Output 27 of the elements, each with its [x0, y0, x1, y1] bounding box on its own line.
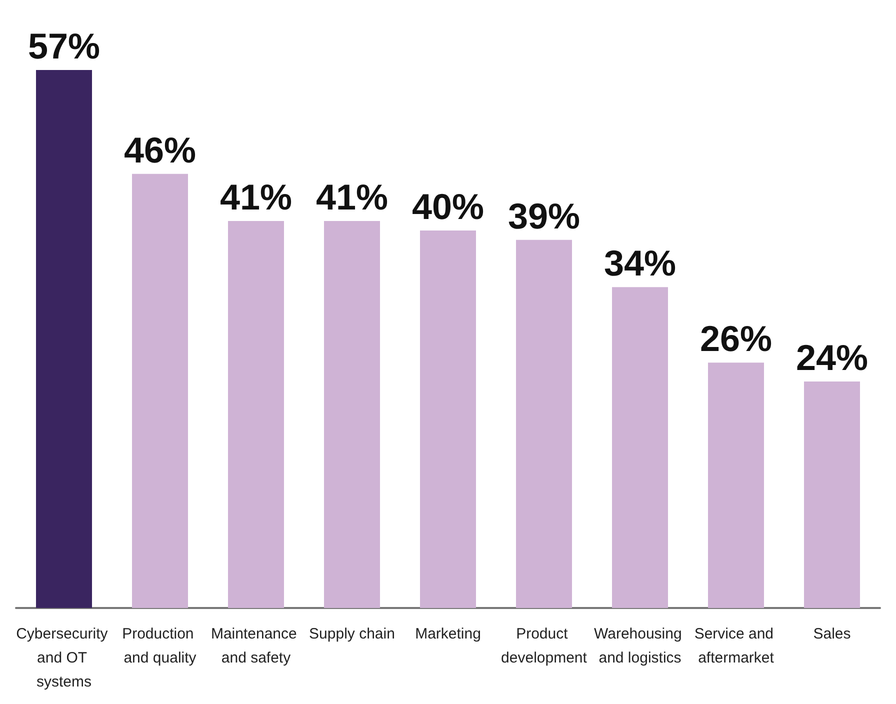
x-tick-label: Warehousing and logistics [594, 626, 686, 666]
data-label: 57% [28, 26, 100, 66]
x-tick-label: Sales [813, 626, 851, 642]
bar [612, 287, 668, 608]
x-tick-label: Marketing [415, 626, 481, 642]
x-tick-label: Cybersecurity and OT systems [16, 626, 112, 690]
data-label: 40% [412, 186, 484, 227]
bar [516, 240, 572, 608]
data-label: 26% [700, 318, 772, 360]
x-tick-label: Supply chain [309, 626, 395, 642]
data-label: 46% [124, 129, 196, 170]
bar [132, 174, 188, 608]
data-label: 24% [796, 336, 868, 378]
x-tick-label: Product development [501, 626, 588, 666]
x-tick-label: Production and quality [122, 626, 198, 666]
data-label: 41% [220, 176, 292, 218]
bar [228, 221, 284, 608]
x-tick-label: Maintenance and safety [210, 626, 302, 666]
data-label: 39% [508, 195, 580, 236]
bar [708, 362, 764, 608]
bar [420, 230, 476, 608]
x-tick-label: Service and aftermarket [694, 626, 778, 666]
data-label: 34% [604, 242, 676, 284]
bar [36, 70, 92, 608]
bar [804, 381, 860, 608]
bar [324, 221, 380, 608]
data-label: 41% [316, 176, 388, 218]
